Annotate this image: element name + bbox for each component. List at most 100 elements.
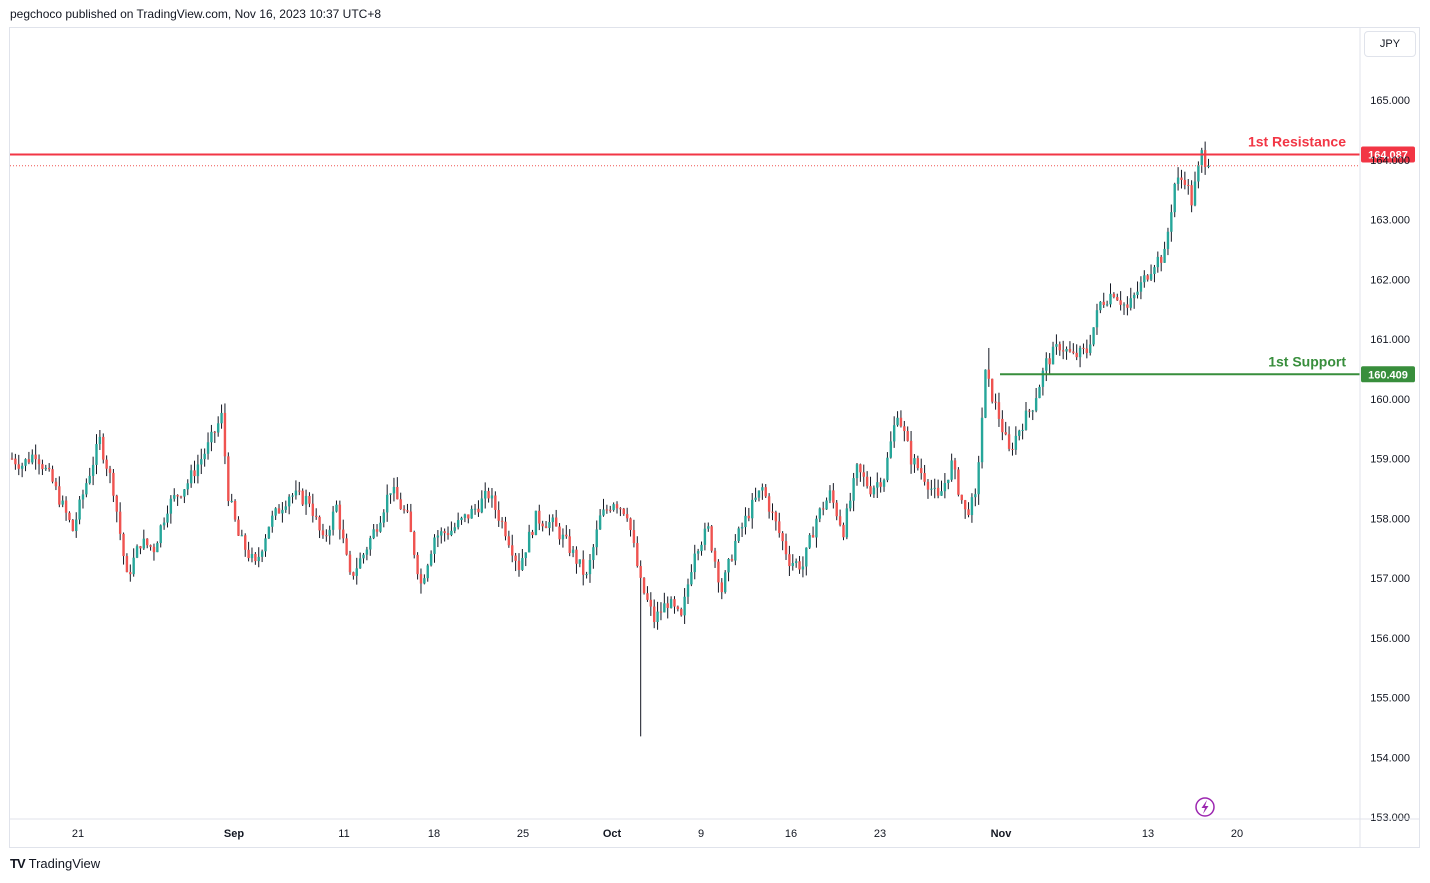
candle (886, 452, 889, 483)
candle (835, 500, 838, 521)
candle (51, 465, 54, 484)
level-label: 1st Resistance (1248, 134, 1346, 150)
candle (1011, 442, 1014, 456)
candle (1007, 426, 1011, 452)
candle (267, 526, 271, 540)
flash-icon[interactable] (1195, 797, 1215, 817)
candle (419, 568, 423, 594)
x-tick-label: Oct (603, 828, 622, 840)
candle (612, 502, 615, 512)
candle (730, 554, 734, 562)
currency-selector[interactable]: JPY (1364, 31, 1416, 57)
candle (406, 503, 409, 514)
candle (440, 527, 443, 544)
candle (1018, 429, 1021, 441)
candle (690, 564, 693, 587)
candle (680, 607, 683, 617)
candle (669, 596, 673, 609)
candle (1078, 345, 1082, 368)
candle (34, 444, 37, 470)
candle (189, 464, 193, 488)
candle (855, 462, 859, 486)
candle (713, 547, 717, 568)
candle (568, 529, 571, 557)
candle (936, 479, 940, 499)
level-price-tag (1361, 366, 1415, 383)
candle (504, 516, 507, 541)
footer-brand[interactable]: TV TradingView (10, 856, 100, 871)
y-tick-label: 163.000 (1370, 215, 1410, 227)
candle (135, 544, 139, 559)
candle (75, 512, 78, 538)
candle (1034, 387, 1038, 413)
candle (1031, 409, 1034, 421)
candle (527, 524, 531, 553)
candle (1149, 264, 1153, 281)
candle (977, 455, 980, 505)
candle (757, 490, 761, 502)
candle (402, 505, 406, 514)
candle (372, 524, 375, 540)
candle (470, 505, 473, 519)
candle (582, 550, 585, 586)
candle (264, 534, 267, 557)
candle (301, 488, 304, 506)
candle (710, 524, 713, 553)
candle (210, 424, 213, 452)
candle (723, 570, 727, 594)
candle (1041, 367, 1045, 396)
y-tick-label: 164.000 (1370, 155, 1410, 167)
candle (494, 491, 497, 519)
candle (1058, 341, 1061, 356)
candle (1143, 270, 1146, 288)
candle (1166, 227, 1170, 256)
y-tick-label: 157.000 (1370, 573, 1410, 585)
candle (321, 523, 325, 539)
candle (206, 432, 210, 460)
candle (673, 596, 676, 614)
candle (118, 502, 122, 541)
candle (91, 456, 95, 486)
candle (906, 426, 909, 442)
price-axis: 165.000 164.000 163.000 162.000 161.000 160.0… (1359, 28, 1410, 848)
y-tick-label: 155.000 (1370, 693, 1410, 705)
candle (1068, 341, 1072, 353)
candle (852, 472, 855, 512)
candle (325, 529, 328, 542)
candle (203, 448, 206, 467)
y-tick-label: 162.000 (1370, 274, 1410, 286)
candle (460, 516, 463, 525)
candle (47, 463, 51, 472)
candle (27, 451, 31, 465)
candle (602, 498, 605, 517)
level-label: 1st Support (1268, 353, 1346, 369)
candle (788, 545, 791, 577)
price-levels: 1st Resistance 164.087 1st Support 160.409 (10, 134, 1415, 383)
candle (1139, 276, 1143, 300)
candle (369, 535, 372, 556)
candle (737, 526, 740, 543)
candle (54, 477, 58, 491)
candle (37, 454, 41, 475)
candles (10, 141, 1210, 737)
candle (1092, 327, 1095, 347)
candle (920, 458, 923, 480)
x-tick-label: Sep (224, 828, 244, 840)
candle (102, 433, 105, 464)
candle (149, 544, 152, 551)
candle (1153, 264, 1156, 283)
candle (41, 459, 44, 476)
candle (24, 458, 27, 472)
candle (791, 554, 794, 571)
candle (1055, 334, 1058, 355)
candle (1163, 241, 1166, 263)
candle (450, 521, 453, 537)
candle (17, 454, 20, 476)
candle (399, 492, 402, 510)
candle (152, 543, 156, 561)
candle (892, 416, 896, 448)
candle (61, 495, 64, 508)
candle (260, 549, 264, 563)
candle (923, 464, 926, 486)
